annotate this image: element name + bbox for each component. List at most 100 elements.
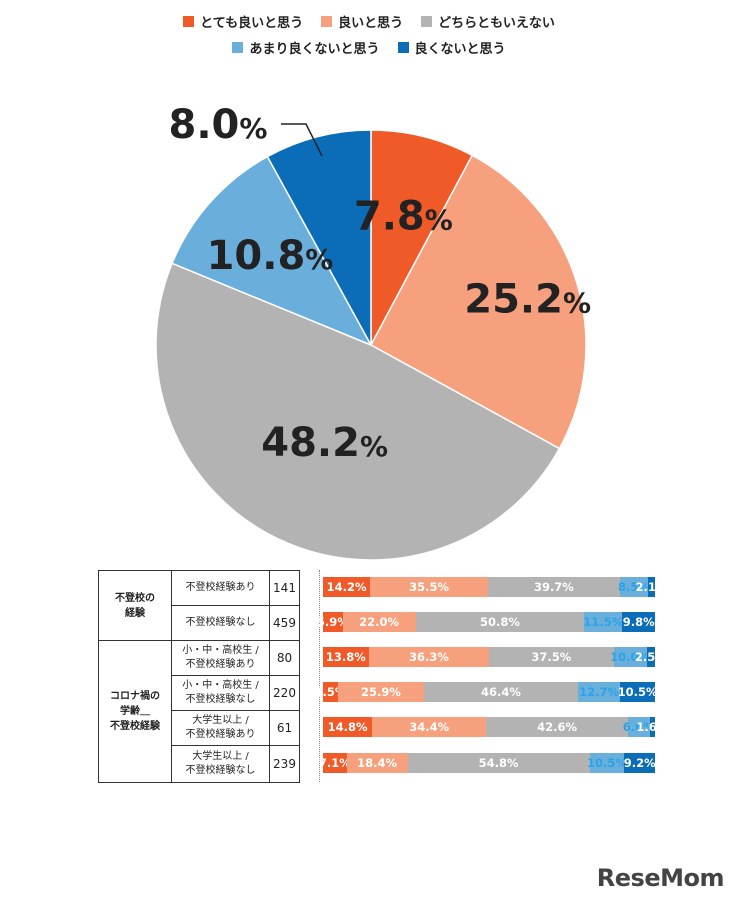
bar-segment: 11.5% (583, 612, 624, 632)
pie-leader-line (281, 123, 323, 157)
pie-slice (266, 129, 372, 346)
bar-axis-line (319, 570, 320, 782)
bar-value-label: 36.3% (409, 650, 449, 664)
table-row: 大学生以上 / 不登校経験あり 61 (99, 710, 300, 746)
legend-label: 良いと思う (338, 15, 404, 31)
bar-row: 5.9% 22.0% 50.8% 11.5% 9.8% (317, 612, 655, 632)
sample-size: 220 (269, 675, 300, 711)
pie-slice (370, 129, 474, 346)
bar-value-label: 50.8% (479, 615, 520, 629)
legend-item: あまり良くないと思う (232, 38, 380, 57)
row-label: 小・中・高校生 / 不登校経験あり (171, 640, 270, 676)
bar-value-label: 2.5% (634, 650, 667, 664)
breakdown-table: 不登校の 経験 不登校経験あり 141 不登校経験なし 459 コロナ禍の 学齢＿ 不登校経験小… (98, 570, 300, 783)
bar-value-label: 12.7% (579, 685, 619, 699)
bar-segment: 13.8% (323, 647, 369, 667)
group-label: 不登校の 経験 (98, 570, 172, 641)
bar-segment: 34.4% (372, 717, 487, 737)
bar-segment: 7.1% (319, 753, 351, 773)
row-label: 大学生以上 / 不登校経験なし (171, 745, 270, 783)
chart-legend: とても良いと思う 良いと思う どちらともいえないあまり良くないと思う 良くないと思う (0, 8, 738, 60)
group-label: コロナ禍の 学齢＿ 不登校経験 (98, 640, 172, 783)
row-label: 不登校経験あり (171, 570, 270, 606)
sample-size: 80 (269, 640, 300, 676)
bar-value-label: 13.8% (325, 650, 366, 664)
bar-value-label: 54.8% (478, 756, 519, 770)
pie-slice (369, 154, 587, 450)
bar-row: 14.8% 34.4% 42.6% 6.6% 1.6% (323, 717, 668, 737)
bar-segment: 9.8% (622, 612, 655, 632)
legend-swatch (183, 15, 195, 27)
bar-segment: 54.8% (407, 753, 590, 773)
bar-segment: 42.6% (486, 717, 628, 737)
bar-segment: 25.9% (337, 682, 424, 702)
bar-segment: 9.2% (623, 753, 656, 773)
bar-segment: 37.5% (489, 647, 614, 667)
pie-chart: 7.8%25.2% 48.2% 10.8% 8.0% (155, 102, 591, 561)
sample-size: 61 (269, 710, 300, 746)
bar-value-label: 18.4% (357, 756, 398, 770)
legend-item: 良いと思う (321, 12, 403, 31)
table-row: 不登校の 経験 不登校経験あり 141 (98, 570, 300, 641)
bar-segment: 1.6% (636, 717, 668, 737)
bar-value-label: 37.5% (531, 650, 572, 664)
bar-value-label: 9.8% (622, 615, 655, 629)
bar-value-label: 1.6% (636, 720, 669, 734)
bar-value-label: 2.1% (635, 580, 668, 594)
legend-label: どちらともいえない (438, 15, 555, 31)
bar-value-label: 11.5% (583, 615, 624, 629)
bar-segment: 39.7% (488, 577, 620, 597)
pie-slice (171, 155, 373, 347)
bar-segment: 50.8% (415, 612, 585, 632)
bar-segment: 35.5% (370, 577, 488, 597)
table-row: 小・中・高校生 / 不登校経験なし 220 (99, 675, 300, 711)
legend-label: とても良いと思う (200, 15, 304, 31)
bar-segment: 2.5% (635, 647, 667, 667)
legend-row: あまり良くないと思う 良くないと思う (0, 34, 738, 60)
legend-swatch (397, 41, 409, 53)
bar-value-label: 39.7% (533, 580, 574, 594)
bar-value-label: 35.5% (409, 580, 450, 594)
row-label: 不登校経験なし (171, 605, 270, 641)
legend-item: 良くないと思う (397, 38, 506, 57)
legend-label: 良くないと思う (414, 41, 506, 57)
bar-value-label: 34.4% (409, 720, 450, 734)
bar-segment: 10.5% (617, 682, 658, 702)
bar-value-label: 22.0% (359, 615, 400, 629)
table-row: コロナ禍の 学齢＿ 不登校経験 小・中・高校生 / 不登校経験あり 80 (98, 640, 300, 783)
bar-segment: 22.0% (342, 612, 416, 632)
bar-segment: 2.1% (636, 577, 667, 597)
bar-segment: 4.5% (315, 682, 346, 702)
bar-segment: 10.0% (610, 647, 650, 667)
pie-value-label: 10.8% (207, 233, 334, 279)
bar-segment: 12.7% (577, 682, 621, 702)
bar-segment: 46.4% (423, 682, 578, 702)
row-label: 小・中・高校生 / 不登校経験なし (171, 675, 270, 711)
legend-swatch (421, 15, 433, 27)
bar-value-label: 14.2% (326, 580, 367, 594)
stacked-bar-chart: 14.2% 35.5% 39.7% 8.5% 2.1% 5.9% 22.0% 50.8% 11.… (315, 570, 668, 782)
bar-row: 7.1% 18.4% 54.8% 10.5% 9.2% (319, 753, 656, 773)
legend-label: あまり良くないと思う (249, 41, 380, 57)
legend-swatch (321, 15, 333, 27)
bar-segment: 8.5% (617, 577, 650, 597)
bar-segment: 10.5% (587, 753, 627, 773)
pie-value-label: 8.0% (169, 102, 268, 148)
bar-value-label: 42.6% (537, 720, 577, 734)
bar-value-label: 8.5% (617, 580, 650, 594)
brand-logo: ReseMom (596, 864, 725, 892)
bar-value-label: 5.9% (316, 615, 349, 629)
pie-value-label: 48.2% (261, 420, 388, 466)
legend-item: とても良いと思う (183, 12, 303, 31)
bar-segment: 36.3% (368, 647, 490, 667)
sample-size: 239 (269, 745, 300, 783)
row-label: 大学生以上 / 不登校経験あり (171, 710, 270, 746)
bar-segment: 18.4% (346, 753, 408, 773)
bar-row: 14.2% 35.5% 39.7% 8.5% 2.1% (323, 577, 667, 597)
bar-segment: 5.9% (317, 612, 349, 632)
bar-value-label: 9.2% (623, 756, 656, 770)
bar-value-label: 6.6% (622, 720, 655, 734)
legend-item: どちらともいえない (421, 12, 555, 31)
bar-value-label: 10.5% (617, 685, 658, 699)
bar-segment: 14.8% (323, 717, 373, 737)
